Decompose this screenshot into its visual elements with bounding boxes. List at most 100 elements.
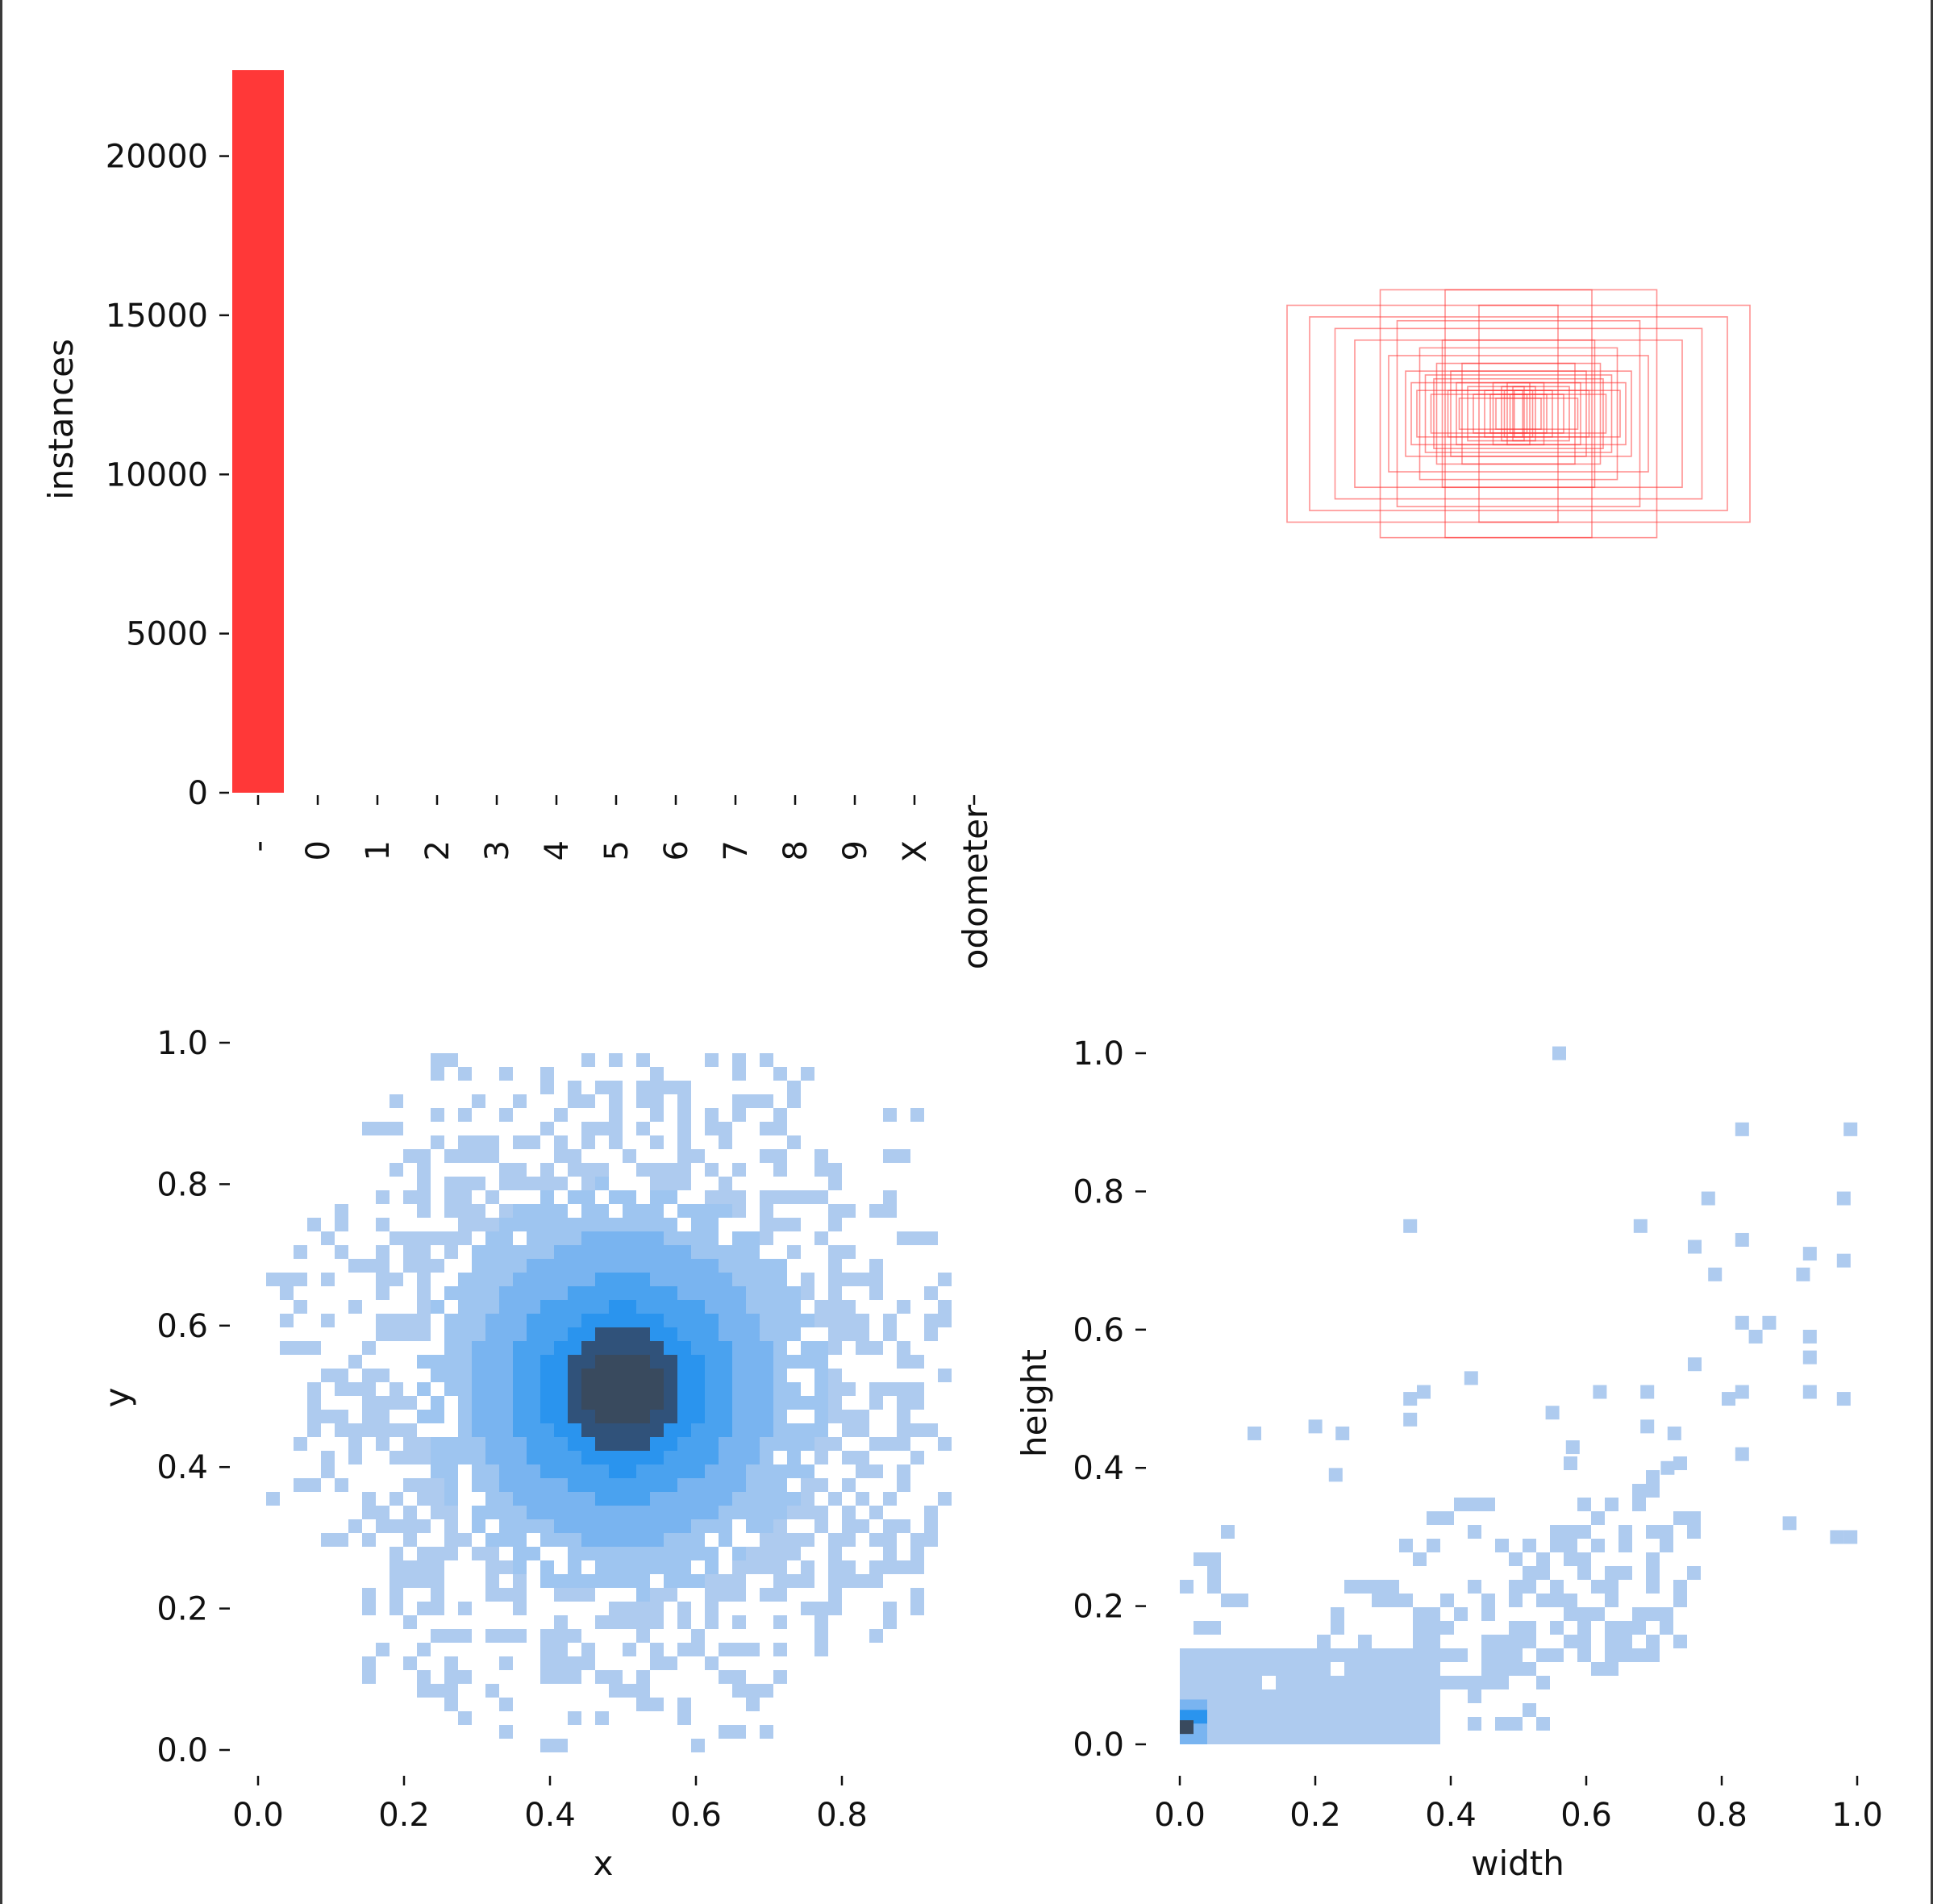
wh-cell (1495, 1648, 1509, 1662)
xy-cell (554, 1286, 568, 1300)
xy-cell (910, 1560, 924, 1574)
xy-cell (842, 1204, 856, 1218)
xy-cell (623, 1259, 636, 1273)
bar-xtick-label: 4 (539, 840, 576, 860)
xy-cell (814, 1382, 828, 1396)
wh-ylabel: height (1014, 1349, 1054, 1457)
xy-cell (527, 1464, 540, 1478)
xy-cell (431, 1451, 444, 1464)
xy-cell (760, 1464, 773, 1478)
xy-cell (540, 1355, 554, 1369)
xy-cell (897, 1355, 910, 1369)
wh-cell (1276, 1731, 1289, 1744)
xy-cell (869, 1533, 883, 1547)
xy-cell (458, 1369, 472, 1382)
xy-cell (499, 1423, 513, 1437)
wh-cell (1495, 1539, 1509, 1552)
xy-cell (677, 1451, 691, 1464)
xy-cell (705, 1273, 719, 1286)
wh-cell (1468, 1676, 1481, 1689)
xy-cell (417, 1684, 431, 1698)
wh-cell (1413, 1662, 1427, 1676)
xy-cell (376, 1273, 390, 1286)
xy-cell (677, 1122, 691, 1135)
xy-cell (609, 1259, 623, 1273)
xy-cell (362, 1492, 376, 1506)
xy-cell (732, 1423, 746, 1437)
xy-cell (801, 1273, 814, 1286)
xy-cell (691, 1519, 705, 1533)
xy-cell (581, 1327, 595, 1341)
xy-cell (924, 1506, 938, 1519)
xy-cell (444, 1437, 458, 1451)
box-outline (1354, 339, 1683, 489)
wh-cell (1708, 1267, 1723, 1281)
xy-cell (746, 1286, 760, 1300)
wh-cell (1289, 1689, 1303, 1703)
xy-cell (472, 1410, 485, 1423)
wh-cell (1344, 1648, 1358, 1662)
xy-cell (869, 1629, 883, 1643)
xy-cell (719, 1341, 732, 1355)
xy-cell (554, 1410, 568, 1423)
xy-cell (636, 1259, 650, 1273)
xy-cell (650, 1410, 664, 1423)
xy-cell (664, 1478, 677, 1492)
wh-cell (1276, 1676, 1289, 1689)
wh-cell (1317, 1689, 1331, 1703)
xy-cell (609, 1273, 623, 1286)
xy-cell (554, 1382, 568, 1396)
xy-cell (390, 1314, 403, 1327)
xy-cell (719, 1464, 732, 1478)
xy-cell (623, 1410, 636, 1423)
xy-cell (431, 1067, 444, 1081)
xy-cell (636, 1615, 650, 1629)
xy-cell (636, 1629, 650, 1643)
xy-cell (691, 1218, 705, 1231)
xy-cell (417, 1382, 431, 1396)
xy-cell (760, 1341, 773, 1355)
xy-cell (540, 1067, 554, 1081)
xy-cell (924, 1327, 938, 1341)
wh-cell (1454, 1498, 1468, 1511)
wh-cell (1289, 1717, 1303, 1731)
wh-cell (1550, 1648, 1564, 1662)
wh-ytick-label: 0.2 (1073, 1589, 1124, 1626)
xy-cell (527, 1341, 540, 1355)
xy-cell (636, 1698, 650, 1711)
xy-cell (719, 1588, 732, 1602)
xy-cell (883, 1382, 897, 1396)
wh-cell (1207, 1580, 1221, 1594)
xy-cell (650, 1163, 664, 1177)
xy-cell (746, 1300, 760, 1314)
xy-cell (732, 1286, 746, 1300)
xy-cell (773, 1492, 787, 1506)
xy-cell (623, 1506, 636, 1519)
xy-cell (801, 1478, 814, 1492)
xy-cell (828, 1286, 842, 1300)
xy-cell (362, 1602, 376, 1615)
xy-cell (746, 1451, 760, 1464)
xy-cell (581, 1053, 595, 1067)
xy-cell (773, 1423, 787, 1437)
xy-cell (485, 1396, 499, 1410)
xy-cell (732, 1355, 746, 1369)
xy-cell (664, 1341, 677, 1355)
xy-cell (856, 1492, 869, 1506)
xy-cell (691, 1231, 705, 1245)
wh-cell (1782, 1516, 1797, 1531)
xy-cell (623, 1643, 636, 1656)
xy-cell (650, 1369, 664, 1382)
box-outline (1424, 374, 1613, 453)
xy-cell (842, 1382, 856, 1396)
xy-cell (664, 1327, 677, 1341)
xy-cell (677, 1437, 691, 1451)
xy-cell (705, 1656, 719, 1670)
xy-cell (650, 1218, 664, 1231)
xy-cell (609, 1684, 623, 1698)
wh-xlabel: width (1471, 1844, 1564, 1883)
xy-cell (458, 1711, 472, 1725)
xy-cell (472, 1177, 485, 1190)
wh-cell (1358, 1662, 1372, 1676)
xy-cell (664, 1533, 677, 1547)
